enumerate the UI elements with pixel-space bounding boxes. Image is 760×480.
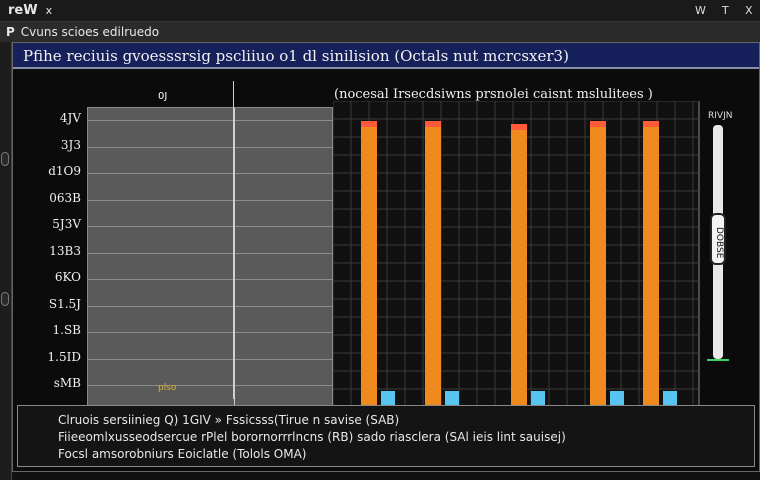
orange-bar xyxy=(590,121,606,409)
plot-gridline xyxy=(88,279,334,280)
plot-gridline xyxy=(88,385,334,386)
sub-toolbar: P Cvuns scioes edilruedo xyxy=(0,22,760,42)
sub-toolbar-prefix: P xyxy=(6,25,15,39)
y-tick-label: 13B3 xyxy=(49,243,81,258)
y-tick-label: 6KO xyxy=(54,270,81,284)
plot-gridline xyxy=(88,173,334,174)
slider-label: RIVJN xyxy=(708,111,733,121)
gray-plot-area xyxy=(87,107,334,412)
plot-gridline xyxy=(88,252,334,254)
orange-bar xyxy=(425,121,441,409)
left-handle-icon[interactable] xyxy=(1,292,9,306)
orange-bar-cap xyxy=(643,121,659,127)
app-top-bar: reW x W T X xyxy=(0,0,760,22)
app-name: reW xyxy=(8,3,38,18)
y-tick-label: 3J3 xyxy=(60,137,81,152)
info-line-2: Fiieeomlxusseodsercue rPlel borornorrrln… xyxy=(58,430,566,444)
y-tick-label: 1.SB xyxy=(52,323,82,337)
orange-bar xyxy=(643,121,659,409)
plot-gridline xyxy=(88,120,334,121)
slider-base-line xyxy=(707,359,729,361)
blue-bar xyxy=(381,391,395,409)
blue-bar xyxy=(531,391,545,409)
window-title: Pfihe reciuis gvoesssrsig pscliiuo o1 dl… xyxy=(13,43,759,69)
window-close-button[interactable]: X xyxy=(745,4,753,17)
plot-vertical-divider xyxy=(233,81,234,399)
left-edge-strip xyxy=(0,42,12,480)
blue-bar xyxy=(610,391,624,409)
plot-gridline xyxy=(88,332,334,333)
window-control-w[interactable]: W xyxy=(695,4,706,17)
info-line-3: Focsl amsorobniurs Eoiclatle (Tolols OMA… xyxy=(58,447,307,461)
slider-value: DOBSE xyxy=(714,227,724,259)
orange-bar-cap xyxy=(425,121,441,127)
info-line-1: Clruois sersiinieg Q) 1GIV » Fssicsss(Ti… xyxy=(58,413,400,427)
orange-bar-cap xyxy=(361,121,377,127)
plot-bottom-label: plso xyxy=(158,383,177,393)
plot-gridline xyxy=(88,199,334,201)
left-handle-icon[interactable] xyxy=(1,152,9,166)
close-tab-button[interactable]: x xyxy=(45,4,53,17)
info-panel: Clruois sersiinieg Q) 1GIV » Fssicsss(Ti… xyxy=(17,405,755,467)
y-tick-label: S1.5J xyxy=(48,296,81,311)
y-tick-label: 1.5ID xyxy=(47,349,81,364)
chart-window: Pfihe reciuis gvoesssrsig pscliiuo o1 dl… xyxy=(12,42,760,472)
orange-bar-cap xyxy=(511,124,527,130)
orange-bar xyxy=(511,124,527,409)
orange-bar xyxy=(361,121,377,409)
plot-gridline xyxy=(88,226,334,227)
blue-bar xyxy=(663,391,677,409)
sub-toolbar-text: Cvuns scioes edilruedo xyxy=(20,25,160,39)
bar-chart-title: (nocesal Irsecdsiwns prsnolei caisnt msl… xyxy=(334,87,653,102)
window-control-t[interactable]: T xyxy=(722,4,729,17)
plot-gridline xyxy=(88,146,334,148)
plot-top-marker: 0J xyxy=(158,91,168,102)
y-tick-label: 063B xyxy=(49,190,81,205)
plot-gridline xyxy=(88,358,334,360)
plot-gridline xyxy=(88,305,334,307)
bar-chart: 0f3B1f3B0.9SS6OB2.9S xyxy=(333,101,700,431)
vertical-slider-thumb[interactable] xyxy=(710,213,726,265)
orange-bar-cap xyxy=(590,121,606,127)
plot-divider-line xyxy=(234,108,235,412)
y-tick-label: 5J3V xyxy=(52,217,81,231)
y-tick-label: 4JV xyxy=(59,111,81,125)
y-tick-label: sMB xyxy=(53,376,81,390)
blue-bar xyxy=(445,391,459,409)
y-tick-label: d1O9 xyxy=(48,164,81,178)
